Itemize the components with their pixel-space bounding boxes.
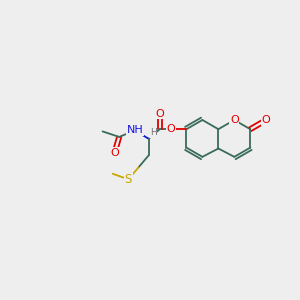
Text: H: H — [150, 128, 157, 137]
Text: O: O — [230, 115, 239, 125]
Text: S: S — [125, 173, 132, 186]
Text: O: O — [262, 115, 271, 125]
Text: O: O — [110, 148, 119, 158]
Text: O: O — [155, 109, 164, 118]
Text: NH: NH — [127, 125, 143, 136]
Text: O: O — [167, 124, 175, 134]
